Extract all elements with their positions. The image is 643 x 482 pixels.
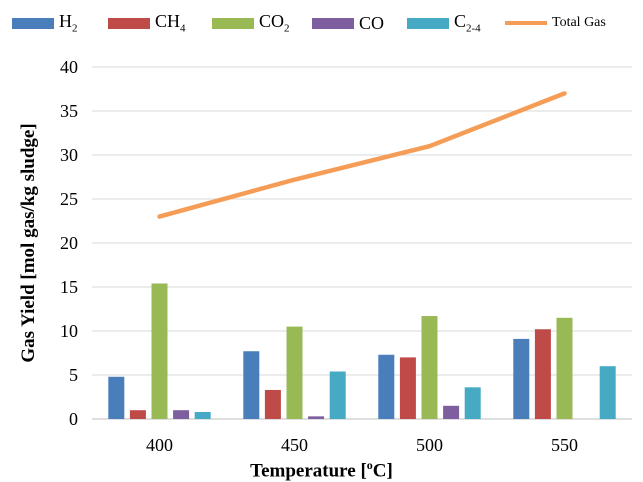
bar [443,405,460,419]
legend-label-c2-4: C2-4 [454,11,481,35]
legend-name-h2: H [59,11,72,32]
bar [378,354,395,419]
chart-legend: H2 CH4 CO2 CO C2-4 Total Gas [0,10,643,36]
x-tick-label: 500 [416,435,443,455]
legend-item-co2: CO2 [212,10,290,36]
bar [264,389,281,419]
y-tick-label: 0 [69,409,78,429]
legend-swatch-ch4 [108,17,150,29]
legend-sub-co2: 2 [284,22,290,35]
legend-item-c2-4: C2-4 [407,10,481,36]
bar [599,366,616,419]
legend-sub-h2: 2 [72,22,78,35]
y-tick-label: 40 [60,57,78,77]
bar [286,326,303,419]
y-tick-label: 20 [60,233,78,253]
y-tick-label: 25 [60,189,78,209]
legend-item-total-gas: Total Gas [505,10,606,36]
bar [513,338,530,419]
bar [108,376,125,419]
bar [329,371,346,419]
legend-label-h2: H2 [59,11,78,35]
legend-swatch-h2 [12,17,54,29]
x-tick-label: 400 [146,435,173,455]
x-axis-title-degree: o [366,458,373,472]
x-axis-title: Temperature [oC] [0,458,643,482]
bar [129,410,146,419]
legend-swatch-co [312,17,354,29]
bar [399,357,416,419]
bar-marks [108,283,616,419]
bar [534,329,551,419]
y-tick-label: 5 [69,365,78,385]
legend-name-ch4: CH [155,11,181,32]
bar [173,410,190,419]
bar [464,387,481,419]
legend-sub-c2-4: 2-4 [466,22,481,35]
legend-swatch-c2-4 [407,17,449,29]
legend-swatch-total-gas [505,21,547,25]
legend-label-total-gas: Total Gas [552,15,606,30]
legend-label-co2: CO2 [259,11,290,35]
bar [194,411,211,419]
bar [421,316,438,419]
legend-item-ch4: CH4 [108,10,186,36]
y-tick-label: 35 [60,101,78,121]
x-axis-title-prefix: Temperature [ [250,460,367,482]
bar [556,317,573,419]
y-tick-label: 10 [60,321,78,341]
y-tick-labels: 0 5 10 15 20 25 30 35 40 [60,57,78,429]
x-tick-labels: 400 450 500 550 [146,435,578,455]
bar [308,416,325,419]
gridlines [92,66,632,420]
legend-item-h2: H2 [12,10,78,36]
legend-sub-ch4: 4 [180,22,186,35]
x-axis-title-suffix: C] [372,460,393,482]
x-tick-label: 450 [281,435,308,455]
legend-label-co: CO [359,13,384,34]
legend-label-ch4: CH4 [155,11,186,35]
total-gas-line-group [157,91,567,219]
legend-swatch-co2 [212,17,254,29]
legend-name-co2: CO [259,11,285,32]
x-tick-label: 550 [551,435,578,455]
legend-item-co: CO [312,10,384,36]
y-axis-title: Gas Yield [mol gas/kg sludge] [18,123,39,362]
y-tick-label: 15 [60,277,78,297]
legend-name-c2-4: C [454,11,467,32]
legend-name-co: CO [359,12,385,33]
bar [243,351,260,419]
bar [151,283,168,419]
y-tick-label: 30 [60,145,78,165]
total-gas-line [157,91,567,219]
